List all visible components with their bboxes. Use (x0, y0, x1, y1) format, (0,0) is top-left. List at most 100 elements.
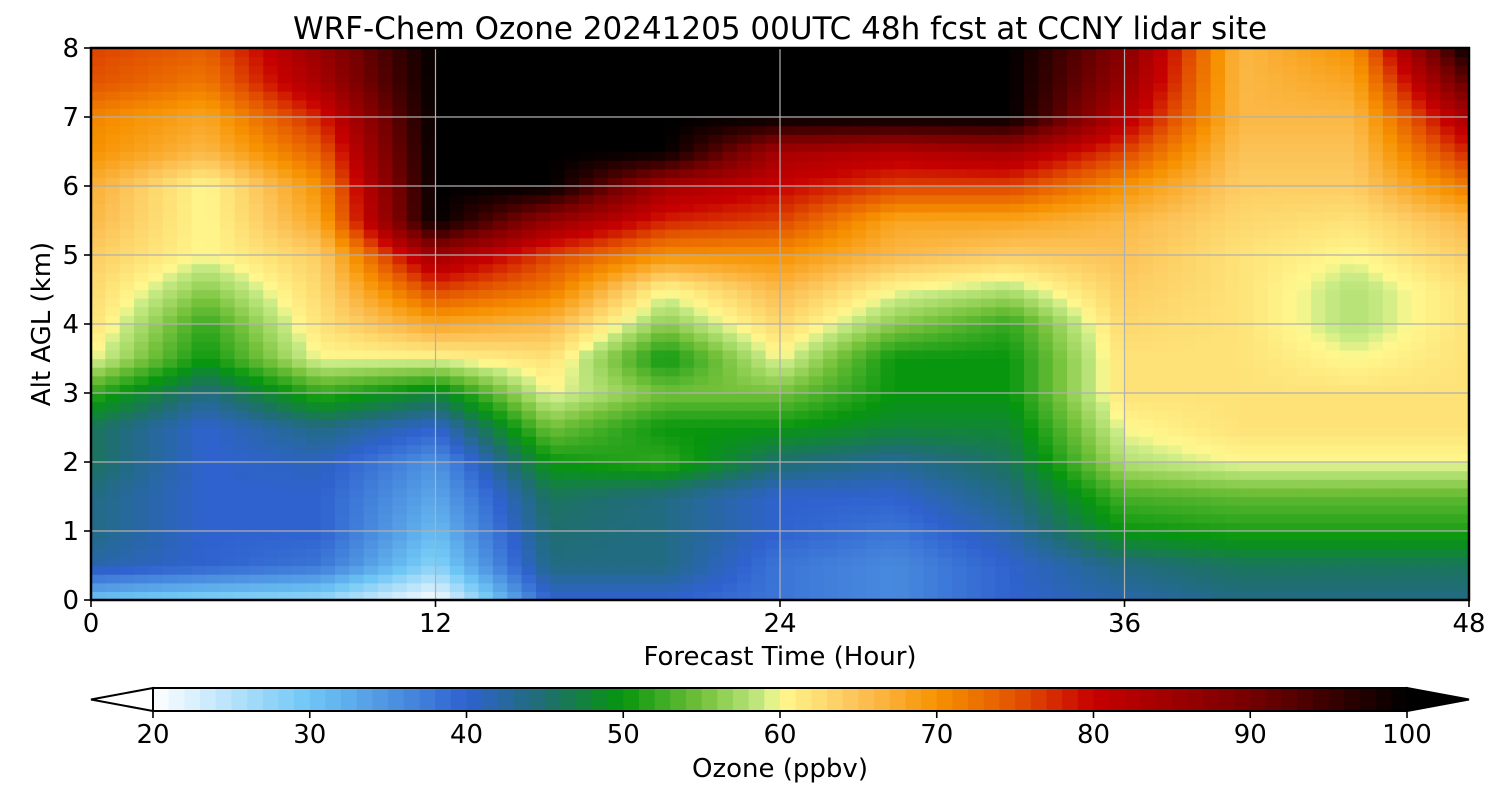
heatmap-cell (134, 263, 150, 273)
heatmap-cell (1067, 229, 1083, 239)
heatmap-cell (335, 186, 350, 196)
heatmap-cell (1138, 556, 1154, 567)
heatmap-cell (1024, 56, 1039, 66)
heatmap-cell (1081, 203, 1097, 213)
heatmap-cell (464, 582, 480, 592)
heatmap-cell (564, 229, 580, 239)
heatmap-cell (119, 341, 135, 351)
heatmap-cell (593, 410, 609, 420)
heatmap-cell (550, 591, 566, 601)
heatmap-cell (277, 73, 293, 84)
heatmap-cell (937, 186, 953, 196)
heatmap-cell (205, 332, 221, 342)
heatmap-cell (966, 470, 982, 480)
heatmap-cell (421, 565, 437, 575)
heatmap-cell (406, 82, 422, 92)
heatmap-cell (177, 436, 193, 446)
heatmap-cell (205, 229, 221, 239)
heatmap-cell (794, 556, 810, 567)
heatmap-cell (1124, 358, 1140, 368)
heatmap-cell (1038, 487, 1054, 498)
heatmap-cell (937, 470, 953, 480)
heatmap-cell (1067, 539, 1083, 549)
heatmap-cell (220, 160, 236, 170)
heatmap-cell (277, 539, 293, 549)
heatmap-cell (1153, 280, 1169, 291)
heatmap-cell (751, 229, 767, 239)
heatmap-cell (564, 565, 580, 575)
heatmap-cell (335, 341, 350, 351)
heatmap-cell (1153, 401, 1169, 411)
heatmap-cell (1124, 539, 1140, 549)
heatmap-cell (1138, 349, 1154, 360)
heatmap-cell (909, 298, 925, 308)
heatmap-cell (306, 177, 322, 187)
heatmap-cell (478, 186, 494, 196)
heatmap-cell (1110, 289, 1126, 299)
heatmap-cell (177, 108, 193, 118)
heatmap-cell (880, 65, 896, 75)
heatmap-cell (191, 410, 207, 420)
heatmap-cell (378, 513, 394, 523)
heatmap-cell (765, 384, 781, 394)
heatmap-cell (291, 56, 307, 66)
heatmap-cell (708, 263, 724, 273)
heatmap-cell (823, 125, 839, 135)
heatmap-cell (105, 436, 121, 446)
heatmap-cell (995, 375, 1011, 385)
heatmap-cell (1196, 393, 1212, 403)
heatmap-cell (263, 401, 279, 411)
heatmap-cell (1009, 186, 1025, 196)
heatmap-cell (349, 48, 365, 58)
heatmap-cell (535, 220, 551, 230)
heatmap-cell (808, 393, 824, 403)
heatmap-cell (880, 522, 896, 532)
heatmap-cell (1052, 272, 1068, 282)
heatmap-cell (780, 108, 795, 118)
heatmap-cell (134, 306, 150, 316)
heatmap-cell (507, 349, 523, 360)
heatmap-cell (765, 220, 781, 230)
heatmap-cell (1081, 168, 1097, 178)
heatmap-cell (780, 358, 795, 368)
heatmap-cell (1067, 315, 1083, 325)
heatmap-cell (248, 375, 264, 385)
heatmap-cell (593, 151, 609, 161)
heatmap-cell (320, 574, 336, 584)
heatmap-cell (1196, 65, 1212, 75)
heatmap-cell (277, 177, 293, 187)
heatmap-cell (1138, 246, 1154, 256)
heatmap-cell (492, 393, 508, 403)
heatmap-cell (736, 332, 752, 342)
heatmap-cell (837, 418, 853, 429)
heatmap-cell (823, 548, 839, 558)
heatmap-cell (909, 393, 925, 403)
heatmap-cell (306, 211, 322, 222)
heatmap-cell (1138, 73, 1154, 84)
heatmap-cell (636, 479, 652, 489)
heatmap-cell (564, 548, 580, 558)
heatmap-cell (220, 574, 236, 584)
heatmap-cell (636, 565, 652, 575)
heatmap-cell (263, 298, 279, 308)
heatmap-cell (1138, 367, 1154, 377)
heatmap-cell (392, 341, 408, 351)
heatmap-cell (134, 367, 150, 377)
heatmap-cell (794, 315, 810, 325)
heatmap-cell (794, 393, 810, 403)
heatmap-cell (923, 410, 939, 420)
heatmap-cell (478, 211, 494, 222)
heatmap-cell (1196, 522, 1212, 532)
heatmap-cell (205, 315, 221, 325)
heatmap-cell (1095, 505, 1111, 515)
heatmap-cell (966, 453, 982, 463)
heatmap-cell (794, 522, 810, 532)
heatmap-cell (851, 444, 867, 454)
heatmap-cell (1095, 401, 1111, 411)
heatmap-cell (378, 539, 394, 549)
heatmap-cell (335, 332, 350, 342)
heatmap-cell (234, 436, 250, 446)
heatmap-cell (521, 462, 537, 472)
heatmap-cell (105, 306, 121, 316)
heatmap-cell (205, 263, 221, 273)
